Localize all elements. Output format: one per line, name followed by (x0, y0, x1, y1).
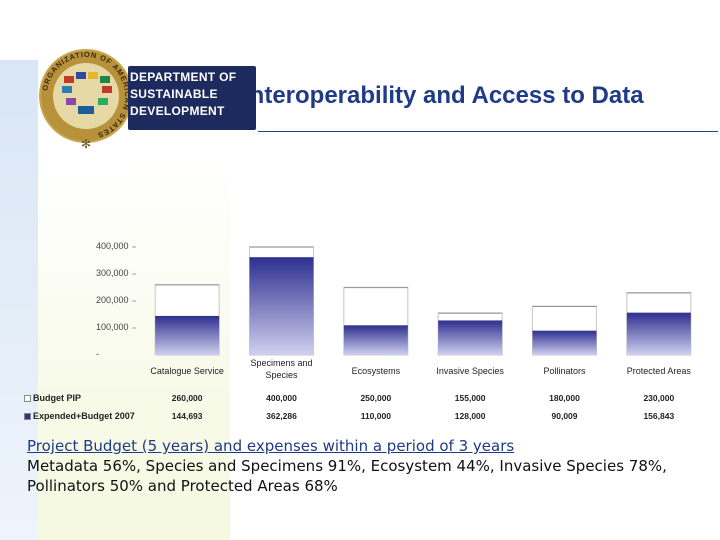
x-category-label: Specimens and Species (241, 357, 323, 381)
bar-expended (343, 325, 408, 355)
logo-flags (62, 72, 112, 114)
y-tick-label: 300,000 (96, 268, 129, 278)
slide-title: Interoperability and Access to Data (243, 82, 644, 109)
dept-line-2: SUSTAINABLE (130, 87, 218, 101)
bar-expended (438, 320, 503, 355)
title-underline (258, 131, 718, 132)
caption-title: Project Budget (5 years) and expenses wi… (27, 437, 515, 455)
x-category-label-line: Specimens and (250, 358, 313, 368)
x-category-label-line: Species (265, 370, 298, 380)
dept-line-3: DEVELOPMENT (130, 104, 225, 118)
dept-line-1: DEPARTMENT OF (130, 70, 237, 84)
x-category-label: Pollinators (524, 365, 606, 377)
legend-label: Budget PIP (33, 393, 82, 403)
caption: Project Budget (5 years) and expenses wi… (27, 436, 717, 496)
legend-label: Expended+Budget 2007 (33, 411, 135, 421)
legend-entry: Budget PIP (24, 393, 81, 403)
x-category-label-line: Pollinators (543, 366, 586, 376)
bar-expended (532, 330, 597, 355)
oas-seal-icon: ORGANIZATION OF AMERICAN STATES ✻ (39, 49, 133, 151)
table-cell-budget-pip: 250,000 (360, 393, 392, 403)
bar-expended (155, 315, 220, 355)
table-cell-budget-pip: 155,000 (454, 393, 486, 403)
x-category-label: Invasive Species (429, 365, 511, 377)
bar-expended (249, 257, 314, 355)
left-accent-bar (0, 60, 38, 540)
x-category-label: Protected Areas (618, 365, 700, 377)
y-tick-label: - (96, 349, 99, 359)
legend-entry: Expended+Budget 2007 (24, 411, 135, 421)
table-cell-expended: 156,843 (643, 411, 675, 421)
table-cell-budget-pip: 260,000 (171, 393, 203, 403)
department-label-box (128, 66, 256, 130)
bar-chart-svg (132, 246, 692, 356)
x-category-label-line: Catalogue Service (150, 366, 224, 376)
table-cell-expended: 362,286 (266, 411, 297, 421)
table-cell-budget-pip: 230,000 (643, 393, 675, 403)
x-category-label: Catalogue Service (146, 365, 228, 377)
x-category-label: Ecosystems (335, 365, 417, 377)
svg-text:✻: ✻ (81, 137, 91, 151)
table-cell-budget-pip: 180,000 (549, 393, 580, 403)
budget-chart: 400,000 300,000 200,000 100,000 - Catalogue S… (20, 232, 710, 427)
legend-swatch (24, 413, 31, 421)
legend-swatch (24, 395, 31, 403)
table-cell-expended: 144,693 (171, 411, 203, 421)
y-tick-label: 200,000 (96, 295, 129, 305)
bar-expended (626, 312, 691, 355)
table-cell-expended: 128,000 (454, 411, 486, 421)
x-category-label-line: Protected Areas (626, 366, 691, 376)
table-cell-expended: 110,000 (360, 411, 391, 421)
caption-body: Metadata 56%, Species and Specimens 91%,… (27, 457, 667, 495)
x-category-label-line: Ecosystems (351, 366, 401, 376)
y-tick-label: 100,000 (96, 322, 129, 332)
table-cell-expended: 90,009 (551, 411, 578, 421)
table-cell-budget-pip: 400,000 (266, 393, 297, 403)
y-tick-label: 400,000 (96, 241, 129, 251)
x-category-label-line: Invasive Species (436, 366, 504, 376)
